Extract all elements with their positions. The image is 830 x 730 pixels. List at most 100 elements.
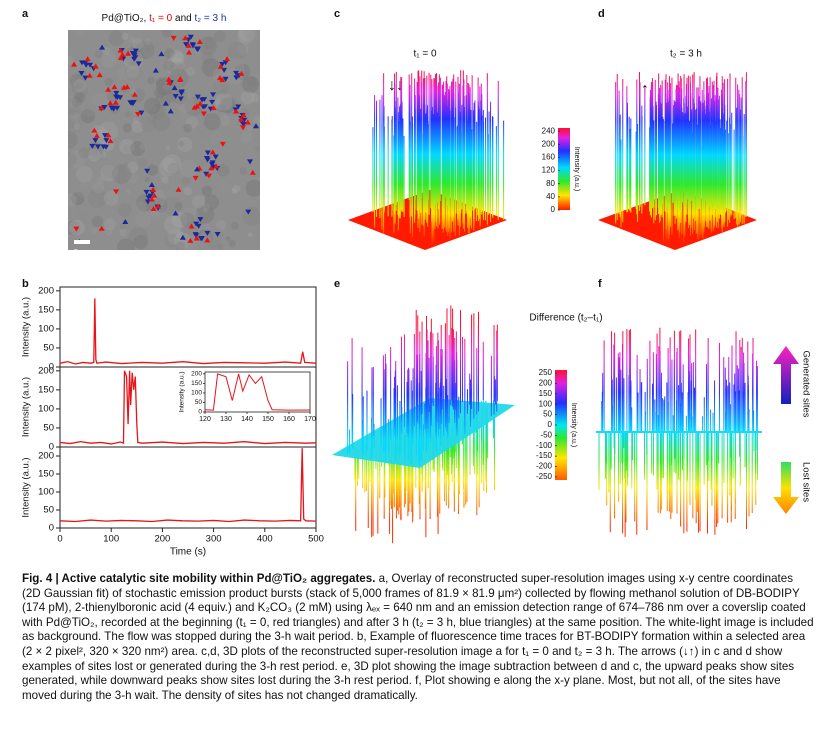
y-tick-label: 50: [43, 422, 54, 433]
texture: [100, 164, 118, 182]
red-triangle: [249, 169, 256, 175]
texture: [94, 50, 103, 59]
texture: [75, 184, 90, 198]
red-triangle: [93, 132, 100, 138]
texture: [155, 113, 170, 129]
texture: [222, 113, 227, 118]
texture: [240, 90, 255, 105]
red-triangle: [166, 79, 173, 85]
texture: [181, 176, 191, 185]
texture: [217, 164, 230, 177]
blue-triangle: [128, 100, 135, 106]
blue-triangle: [113, 189, 120, 195]
texture: [71, 85, 78, 92]
texture: [130, 88, 145, 103]
texture: [142, 40, 162, 60]
blue-triangle: [103, 138, 110, 144]
micrograph: [68, 30, 260, 250]
blue-triangle: [78, 70, 85, 76]
colorbar-tick-label: 100: [539, 399, 553, 408]
red-triangle: [117, 54, 124, 60]
red-triangle: [238, 70, 245, 76]
red-triangle: [152, 67, 159, 73]
texture: [145, 47, 152, 54]
texture: [185, 116, 199, 129]
texture: [228, 239, 236, 248]
panel-label: c: [334, 8, 340, 20]
texture: [134, 131, 142, 139]
texture: [199, 106, 211, 117]
texture: [117, 238, 135, 250]
y-tick-label: 200: [38, 451, 54, 462]
blue-triangle: [147, 193, 154, 199]
blue-triangle: [113, 90, 120, 96]
colorbar-tick-label: 250: [539, 368, 553, 377]
panel-label: b: [22, 278, 29, 290]
texture: [137, 157, 148, 168]
blue-triangle: [219, 62, 226, 68]
texture: [246, 125, 253, 132]
red-triangle: [86, 72, 93, 78]
texture: [246, 30, 260, 46]
texture: [171, 212, 188, 228]
texture: [71, 191, 85, 206]
texture: [220, 84, 229, 93]
texture: [177, 137, 193, 153]
texture: [219, 97, 236, 113]
texture: [247, 76, 258, 87]
texture: [177, 35, 185, 43]
texture: [241, 41, 251, 51]
panel-label: e: [334, 278, 340, 290]
texture: [142, 96, 151, 105]
texture: [136, 239, 144, 247]
red-triangle: [171, 85, 178, 91]
colorbar-tick-label: 50: [543, 410, 552, 419]
colorbar-tick-label: -150: [536, 451, 553, 460]
texture: [69, 111, 80, 122]
texture: [119, 223, 127, 230]
generated-label: Generated sites: [800, 350, 811, 417]
texture: [128, 36, 136, 44]
panel-label: d: [598, 8, 605, 20]
texture: [87, 148, 101, 162]
blue-triangle: [195, 46, 202, 52]
texture: [160, 90, 174, 104]
texture: [163, 196, 182, 216]
colorbar-tick-label: 150: [539, 389, 553, 398]
texture: [68, 193, 77, 207]
red-triangle: [238, 116, 245, 122]
texture: [68, 99, 80, 116]
texture: [73, 123, 81, 130]
texture: [124, 62, 144, 81]
scale-bar-label: 5 μm: [74, 249, 90, 256]
blue-triangle: [204, 230, 211, 236]
blue-triangle: [245, 209, 252, 215]
texture: [182, 206, 199, 224]
blue-triangle: [195, 223, 202, 229]
texture: [104, 77, 114, 87]
blue-triangle: [73, 226, 80, 232]
texture: [169, 49, 184, 63]
texture: [117, 203, 132, 218]
texture: [203, 194, 220, 210]
texture: [180, 212, 195, 227]
red-triangle: [98, 105, 105, 111]
texture: [124, 110, 132, 118]
colorbar-tick-label: 0: [548, 420, 553, 429]
y-tick-label: 0: [49, 442, 54, 453]
inset-y-label: Intensity (a.u.): [179, 371, 186, 412]
inset-x-tick-label: 170: [304, 416, 316, 423]
red-triangle: [150, 205, 157, 211]
texture: [161, 30, 173, 38]
texture: [108, 30, 125, 47]
texture: [68, 106, 84, 123]
texture: [178, 140, 185, 147]
texture: [75, 209, 88, 222]
colorbar-tick-label: 160: [542, 153, 556, 162]
red-triangle: [177, 76, 184, 82]
texture: [101, 160, 119, 178]
texture: [200, 51, 214, 65]
y-axis-label: Intensity (a.u.): [21, 377, 32, 437]
blue-triangle: [189, 42, 196, 48]
